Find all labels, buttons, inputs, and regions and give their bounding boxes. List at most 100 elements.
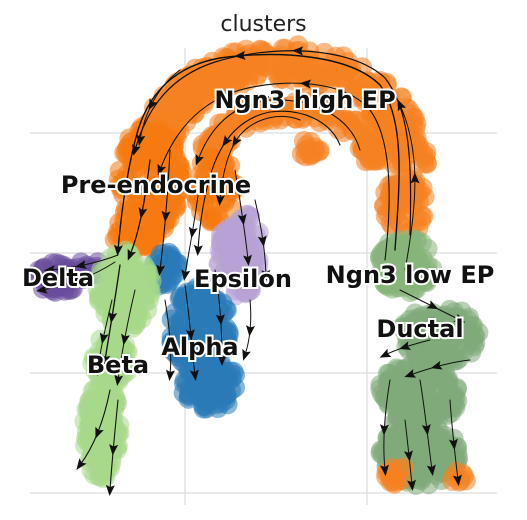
cell-point xyxy=(446,378,467,398)
cluster-label: Alpha xyxy=(161,333,238,361)
streamline xyxy=(234,169,249,261)
cell-point xyxy=(188,309,209,330)
streamline xyxy=(197,110,341,251)
cluster-label: Ductal xyxy=(376,315,463,343)
cell-point xyxy=(219,116,240,137)
arrowhead xyxy=(430,360,443,370)
cell-point xyxy=(146,181,167,201)
cell-point xyxy=(89,286,110,306)
cell-point xyxy=(361,122,382,143)
arrowhead xyxy=(109,444,119,456)
cell-point xyxy=(33,258,53,279)
cell-point xyxy=(373,267,394,288)
arrowhead xyxy=(36,284,48,294)
arrowhead xyxy=(44,265,56,275)
arrowhead xyxy=(397,99,407,112)
cell-point xyxy=(414,186,435,207)
cell-point xyxy=(122,310,143,330)
arrowhead xyxy=(195,153,204,166)
cell-point xyxy=(222,54,243,75)
arrowhead xyxy=(237,213,247,226)
cell-point xyxy=(221,380,242,401)
arrowhead xyxy=(379,424,389,436)
arrowhead xyxy=(108,311,118,324)
arrowhead xyxy=(217,354,227,366)
streamline xyxy=(159,82,390,261)
arrowhead xyxy=(404,369,417,378)
cell-point xyxy=(166,164,187,184)
arrowhead xyxy=(127,248,137,261)
arrowhead xyxy=(189,369,199,381)
arrowhead xyxy=(452,474,462,486)
arrowhead xyxy=(75,260,87,270)
cell-point xyxy=(416,142,437,163)
arrowhead xyxy=(148,98,158,111)
cell-point xyxy=(232,280,253,301)
streamline xyxy=(117,289,136,381)
arrowhead xyxy=(299,79,312,89)
arrowhead xyxy=(242,348,251,361)
cell-point xyxy=(446,318,467,339)
cell-point xyxy=(307,98,328,119)
streamline xyxy=(219,116,301,201)
streamline xyxy=(41,261,116,291)
arrowhead xyxy=(379,348,392,358)
cluster-label: Delta xyxy=(22,264,94,292)
streamline xyxy=(399,289,461,321)
arrowhead xyxy=(181,269,191,281)
arrowhead xyxy=(292,46,304,56)
cell-point xyxy=(420,436,441,457)
cell-point xyxy=(370,246,391,267)
cell-point xyxy=(52,273,73,293)
cluster-label: Ngn3 low EP xyxy=(326,261,495,289)
cell-point xyxy=(173,382,194,403)
arrowhead xyxy=(95,426,104,439)
cell-point xyxy=(226,177,247,198)
chart-title: clusters xyxy=(220,12,307,37)
arrowhead xyxy=(380,464,389,476)
arrowhead xyxy=(132,143,141,156)
cell-point xyxy=(225,217,246,238)
arrowhead xyxy=(188,226,198,239)
streamline xyxy=(49,254,119,271)
streamline xyxy=(159,149,171,271)
cluster-label: Beta xyxy=(87,351,149,379)
arrowhead xyxy=(156,264,166,276)
cell-point xyxy=(386,232,407,253)
arrowhead xyxy=(215,314,225,326)
streamline xyxy=(383,379,391,471)
arrowhead xyxy=(113,244,123,256)
cell-point xyxy=(291,61,312,82)
cell-point xyxy=(391,87,412,108)
cell-point xyxy=(420,367,440,388)
arrowhead xyxy=(157,163,166,176)
arrowhead xyxy=(421,423,431,436)
arrowhead xyxy=(448,438,458,451)
arrowhead xyxy=(114,374,124,386)
streamline xyxy=(139,69,181,141)
arrowhead xyxy=(138,207,148,219)
cell-point xyxy=(249,266,270,287)
cell-point xyxy=(115,335,136,356)
cell-point xyxy=(167,88,188,109)
cell-point xyxy=(191,282,212,303)
arrowhead xyxy=(165,369,175,381)
cell-point xyxy=(336,110,357,131)
cell-point xyxy=(265,47,286,68)
cell-point xyxy=(420,352,441,373)
cluster-label: Epsilon xyxy=(194,265,292,293)
cell-point xyxy=(250,112,271,133)
cell-point xyxy=(403,389,424,409)
arrowhead xyxy=(121,333,130,346)
cell-point xyxy=(364,145,385,166)
arrowhead xyxy=(136,134,146,146)
cell-point xyxy=(83,448,104,469)
cell-point xyxy=(357,71,378,92)
cell-point xyxy=(220,254,241,275)
streamline xyxy=(117,53,400,251)
arrowhead xyxy=(453,313,466,323)
arrowhead xyxy=(215,194,225,206)
arrowhead xyxy=(94,364,103,376)
cell-point xyxy=(393,419,414,440)
